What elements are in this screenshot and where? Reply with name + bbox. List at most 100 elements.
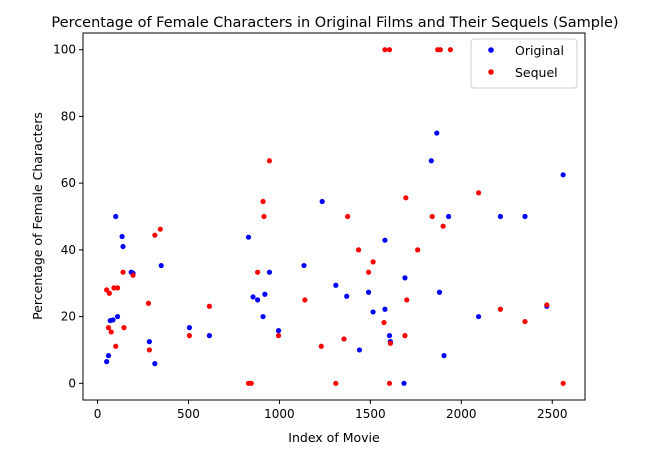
data-point-original bbox=[146, 339, 152, 345]
chart-title: Percentage of Female Characters in Origi… bbox=[51, 15, 618, 31]
data-point-sequel bbox=[475, 190, 482, 196]
x-axis-ticks: 0 500 1000 1500 2000 2500 bbox=[94, 400, 568, 421]
data-point-sequel bbox=[341, 336, 347, 342]
data-point-original bbox=[560, 172, 566, 178]
x-axis-label: Index of Movie bbox=[288, 430, 380, 445]
data-point-sequel bbox=[386, 47, 393, 53]
legend-marker-original bbox=[488, 47, 494, 53]
x-tick-label: 1000 bbox=[264, 407, 295, 421]
x-tick-label: 2000 bbox=[446, 407, 477, 421]
legend-label-sequel: Sequel bbox=[515, 65, 558, 80]
data-point-original bbox=[475, 313, 482, 320]
data-point-original bbox=[275, 328, 282, 334]
x-tick-label: 500 bbox=[177, 407, 200, 421]
data-point-sequel bbox=[106, 290, 112, 296]
data-point-sequel bbox=[415, 247, 421, 253]
data-point-sequel bbox=[440, 223, 446, 229]
data-point-original bbox=[365, 289, 372, 295]
legend: Original Sequel bbox=[470, 38, 578, 89]
y-axis-ticks: 0 20 40 60 80 100 bbox=[53, 43, 83, 390]
legend-box bbox=[470, 38, 578, 89]
data-point-sequel bbox=[497, 306, 504, 312]
data-point-original bbox=[245, 234, 252, 240]
data-point-original bbox=[382, 306, 388, 312]
x-tick-label: 1500 bbox=[355, 407, 386, 421]
data-point-original bbox=[386, 333, 393, 339]
data-point-sequel bbox=[145, 300, 152, 306]
data-point-sequel bbox=[248, 380, 254, 386]
data-point-original bbox=[152, 361, 158, 367]
x-tick-label: 0 bbox=[94, 407, 102, 421]
data-point-sequel bbox=[275, 333, 282, 339]
y-tick-label: 20 bbox=[61, 310, 76, 324]
data-point-sequel bbox=[186, 333, 193, 339]
data-point-original bbox=[158, 262, 164, 269]
legend-marker-sequel bbox=[488, 69, 494, 75]
y-tick-label: 0 bbox=[68, 376, 76, 390]
data-point-original bbox=[344, 293, 350, 299]
data-point-sequel bbox=[255, 269, 261, 275]
data-points bbox=[104, 47, 566, 386]
y-tick-label: 40 bbox=[61, 243, 76, 257]
data-point-sequel bbox=[113, 343, 119, 349]
data-point-sequel bbox=[318, 343, 324, 349]
data-point-sequel bbox=[206, 303, 213, 309]
data-point-original bbox=[356, 347, 363, 353]
data-point-sequel bbox=[447, 47, 454, 53]
data-point-original bbox=[401, 380, 407, 386]
data-point-original bbox=[260, 313, 266, 320]
data-point-sequel bbox=[261, 213, 267, 220]
data-point-sequel bbox=[345, 213, 351, 220]
data-point-sequel bbox=[302, 297, 308, 303]
data-point-original bbox=[497, 213, 504, 220]
data-point-sequel bbox=[111, 285, 117, 291]
data-point-sequel bbox=[370, 259, 376, 265]
data-point-sequel bbox=[266, 158, 273, 164]
data-point-sequel bbox=[560, 380, 566, 386]
data-point-original bbox=[114, 313, 121, 320]
data-point-sequel bbox=[381, 319, 387, 326]
data-point-sequel bbox=[157, 226, 163, 232]
data-point-sequel bbox=[544, 302, 550, 308]
data-point-sequel bbox=[382, 47, 388, 53]
data-point-sequel bbox=[108, 329, 114, 335]
data-point-sequel bbox=[130, 272, 136, 278]
y-axis-label: Percentage of Female Characters bbox=[30, 112, 45, 320]
data-point-sequel bbox=[402, 333, 408, 339]
data-point-original bbox=[434, 130, 440, 136]
x-tick-label: 2500 bbox=[537, 407, 568, 421]
y-tick-label: 100 bbox=[53, 43, 76, 57]
data-point-sequel bbox=[146, 347, 152, 353]
data-point-original bbox=[255, 297, 261, 303]
plot-frame bbox=[82, 32, 586, 401]
data-point-original bbox=[266, 269, 273, 275]
data-point-sequel bbox=[152, 232, 158, 238]
data-point-sequel bbox=[114, 285, 121, 291]
data-point-sequel bbox=[355, 247, 362, 253]
data-point-original bbox=[402, 275, 408, 281]
data-point-original bbox=[119, 233, 125, 240]
data-point-original bbox=[445, 213, 452, 220]
data-point-original bbox=[262, 291, 268, 297]
data-point-sequel bbox=[522, 318, 528, 325]
data-point-original bbox=[120, 243, 126, 250]
data-point-original bbox=[250, 294, 256, 300]
data-point-original bbox=[105, 353, 112, 359]
data-point-original bbox=[301, 262, 307, 269]
data-point-sequel bbox=[386, 380, 393, 386]
data-point-original bbox=[104, 359, 110, 365]
data-point-sequel bbox=[387, 340, 393, 346]
data-point-original bbox=[428, 158, 434, 164]
data-point-original bbox=[110, 317, 116, 323]
data-point-sequel bbox=[403, 195, 409, 201]
data-point-original bbox=[382, 237, 388, 243]
data-point-sequel bbox=[429, 213, 435, 220]
data-point-original bbox=[370, 309, 376, 315]
data-point-sequel bbox=[333, 380, 339, 386]
data-point-original bbox=[436, 289, 443, 295]
data-point-original bbox=[186, 325, 193, 331]
data-point-original bbox=[319, 198, 325, 205]
data-point-sequel bbox=[120, 269, 126, 275]
data-point-sequel bbox=[404, 297, 410, 303]
